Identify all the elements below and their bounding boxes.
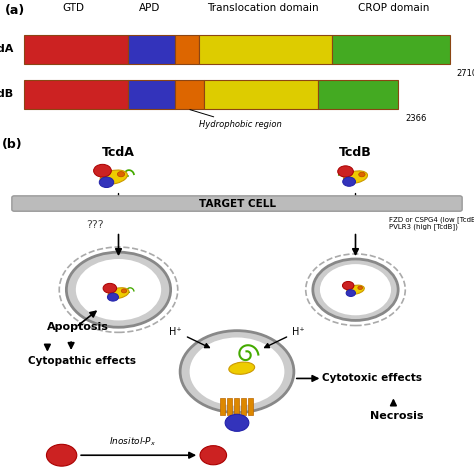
FancyBboxPatch shape: [332, 35, 450, 64]
FancyBboxPatch shape: [234, 398, 239, 415]
Text: 2710: 2710: [456, 69, 474, 78]
Text: (b): (b): [2, 138, 23, 151]
Ellipse shape: [229, 362, 255, 374]
FancyBboxPatch shape: [128, 35, 175, 64]
Text: TcdB: TcdB: [0, 89, 14, 99]
Text: Hydrophobic region: Hydrophobic region: [190, 109, 282, 129]
FancyBboxPatch shape: [248, 398, 253, 415]
Circle shape: [359, 172, 365, 177]
Circle shape: [358, 286, 363, 290]
Circle shape: [103, 283, 117, 293]
Circle shape: [313, 259, 398, 320]
Circle shape: [180, 331, 294, 412]
Text: Cytopathic effects: Cytopathic effects: [28, 356, 137, 366]
Text: Inositol-P$_x$: Inositol-P$_x$: [109, 436, 156, 448]
FancyBboxPatch shape: [24, 35, 128, 64]
FancyBboxPatch shape: [128, 80, 175, 109]
Circle shape: [118, 172, 125, 177]
Text: TcdA: TcdA: [0, 44, 14, 54]
Ellipse shape: [346, 285, 365, 294]
Text: CROP domain: CROP domain: [358, 3, 429, 13]
FancyBboxPatch shape: [175, 80, 204, 109]
Text: Apoptosis: Apoptosis: [47, 322, 109, 332]
FancyBboxPatch shape: [204, 80, 318, 109]
Text: Necrosis: Necrosis: [370, 411, 423, 421]
Text: APD: APD: [138, 3, 160, 13]
Circle shape: [76, 259, 161, 320]
FancyBboxPatch shape: [318, 80, 398, 109]
Text: PVLR3 (high [TcdB]): PVLR3 (high [TcdB]): [389, 223, 457, 230]
Text: 2366: 2366: [405, 114, 427, 123]
Circle shape: [200, 446, 227, 465]
Text: ???: ???: [86, 220, 104, 230]
Circle shape: [121, 289, 127, 293]
Circle shape: [320, 264, 391, 315]
Circle shape: [94, 164, 111, 177]
Text: TcdA: TcdA: [102, 146, 135, 159]
Circle shape: [343, 177, 356, 186]
Text: (a): (a): [5, 4, 25, 17]
Ellipse shape: [344, 171, 367, 183]
Text: TcdB: TcdB: [339, 146, 372, 159]
Circle shape: [225, 414, 249, 431]
FancyBboxPatch shape: [241, 398, 246, 415]
Circle shape: [66, 252, 171, 327]
FancyBboxPatch shape: [199, 35, 332, 64]
Text: Cytotoxic effects: Cytotoxic effects: [322, 374, 422, 383]
FancyBboxPatch shape: [227, 398, 232, 415]
FancyBboxPatch shape: [175, 35, 199, 64]
Text: GTD: GTD: [63, 3, 84, 13]
FancyBboxPatch shape: [12, 196, 462, 211]
Circle shape: [108, 293, 118, 301]
Text: TARGET CELL: TARGET CELL: [199, 199, 275, 209]
Circle shape: [46, 444, 77, 466]
Circle shape: [99, 177, 114, 188]
Text: H⁺: H⁺: [169, 328, 182, 337]
Text: Translocation domain: Translocation domain: [207, 3, 319, 13]
Text: FZD or CSPG4 (low [TcdB]): FZD or CSPG4 (low [TcdB]): [389, 216, 474, 223]
Circle shape: [190, 337, 284, 406]
Circle shape: [342, 282, 354, 290]
FancyBboxPatch shape: [220, 398, 225, 415]
Circle shape: [346, 290, 356, 296]
FancyBboxPatch shape: [24, 80, 128, 109]
Ellipse shape: [100, 170, 128, 184]
Circle shape: [337, 166, 354, 177]
Text: H⁺: H⁺: [292, 328, 305, 337]
Ellipse shape: [108, 288, 129, 299]
